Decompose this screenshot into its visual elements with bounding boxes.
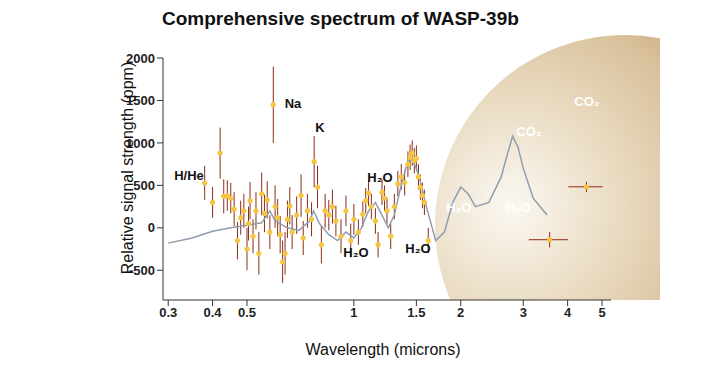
svg-text:500: 500	[133, 178, 155, 193]
svg-text:0.4: 0.4	[204, 305, 223, 320]
svg-text:0: 0	[148, 220, 155, 235]
svg-text:0.3: 0.3	[159, 305, 177, 320]
svg-text:1.5: 1.5	[407, 305, 425, 320]
svg-text:0.5: 0.5	[238, 305, 256, 320]
svg-text:3: 3	[520, 305, 527, 320]
svg-text:2: 2	[457, 305, 464, 320]
svg-text:4: 4	[564, 305, 572, 320]
svg-text:1: 1	[350, 305, 357, 320]
svg-text:5: 5	[598, 305, 605, 320]
